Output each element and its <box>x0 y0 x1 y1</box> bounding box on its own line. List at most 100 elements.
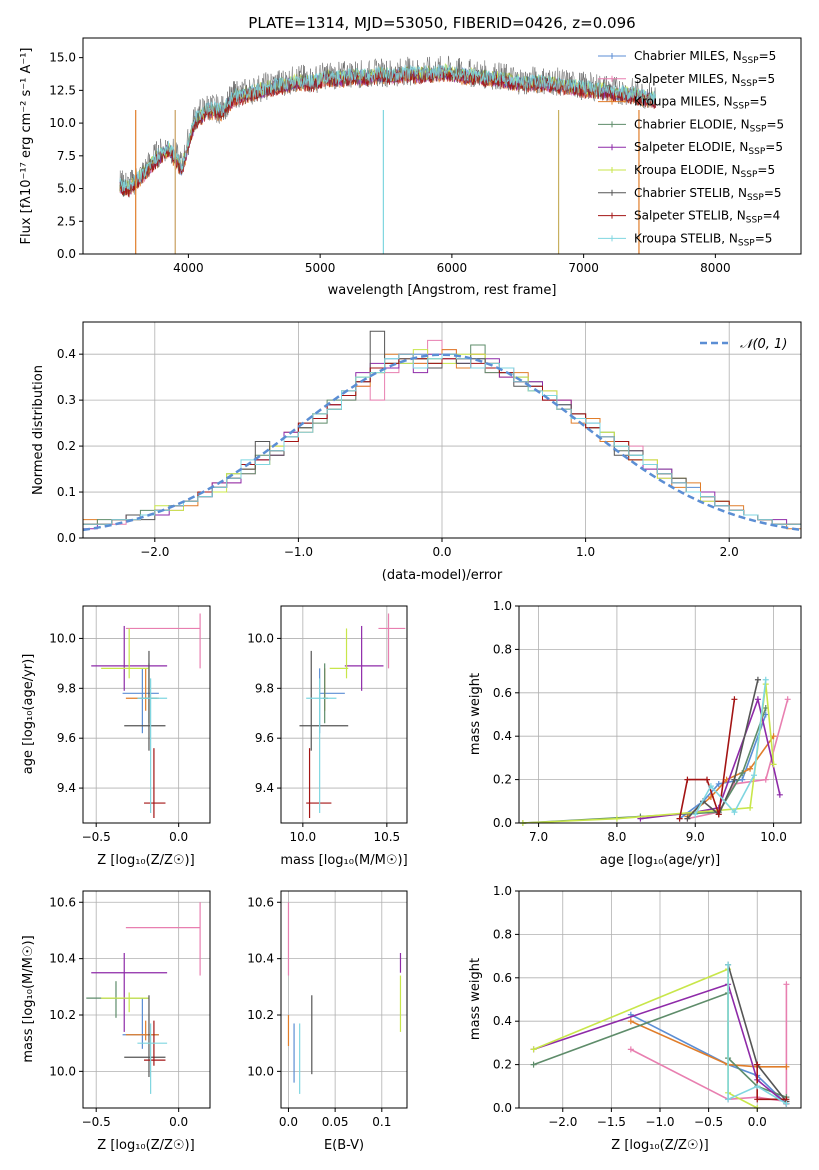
x-tick-label: 0.05 <box>322 1115 349 1129</box>
y-tick-label: 9.8 <box>57 681 76 695</box>
y-tick-label: 0.8 <box>493 642 512 656</box>
massweight-vs-Z-panel: −2.0 −1.5 −1.0 −0.5 0.0 0.0 0.2 0.4 0.6 0.8 1.0 Z … <box>468 884 802 1153</box>
y-tick-label: 7.5 <box>57 149 76 163</box>
massweight-vs-Z-ylabel: mass weight <box>468 958 483 1040</box>
legend-subscript: SSP <box>733 102 750 112</box>
x-tick-label: 8000 <box>700 261 731 275</box>
mass-weight-point <box>704 776 710 783</box>
legend-label: Salpeter ELODIE, NSSP=5 <box>634 140 783 157</box>
figure-title: PLATE=1314, MJD=53050, FIBERID=0426, z=0… <box>248 14 635 32</box>
y-tick-label: 0.6 <box>493 686 512 700</box>
y-tick-label: 10.6 <box>247 895 274 909</box>
x-tick-label: −0.5 <box>82 830 111 844</box>
y-tick-label: 5.0 <box>57 182 76 196</box>
y-tick-label: 0.8 <box>493 927 512 941</box>
y-tick-label: 0.2 <box>493 773 512 787</box>
x-tick-label: −1.0 <box>645 1115 674 1129</box>
mass-weight-point <box>783 1100 790 1107</box>
legend-label: Chabrier STELIB, NSSP=5 <box>634 186 782 203</box>
mass-weight-point <box>754 676 761 683</box>
mass-weight-point <box>725 1096 732 1103</box>
legend-count: =5 <box>755 231 773 245</box>
mass-weight-point <box>684 815 691 822</box>
x-tick-label: 1.0 <box>576 545 595 559</box>
massweight-vs-age-ylabel: mass weight <box>468 673 483 755</box>
legend-count: =5 <box>757 72 775 86</box>
mass-weight-point <box>747 765 754 772</box>
mass-vs-EBV-xlabel: E(B-V) <box>324 1138 364 1153</box>
mass-weight-line <box>533 983 787 1105</box>
x-tick-label: 10.0 <box>760 830 787 844</box>
y-tick-label: 9.8 <box>255 681 274 695</box>
y-tick-label: 9.6 <box>57 731 76 745</box>
massweight-vs-age-xlabel: age [log₁₀(age/yr)] <box>600 853 721 868</box>
y-tick-label: 0.0 <box>493 1101 512 1115</box>
x-tick-label: 0.0 <box>432 545 451 559</box>
age-vs-mass-panel: 10.0 10.5 9.4 9.6 9.8 10.0 mass [log₁₀(M/M☉)] <box>247 605 408 868</box>
mass-weight-point <box>754 1061 761 1068</box>
x-tick-label: −2.0 <box>548 1115 577 1129</box>
mass-weight-point <box>530 1046 537 1053</box>
legend-count: =5 <box>764 186 782 200</box>
legend-count: =5 <box>757 163 775 177</box>
legend-count: =5 <box>759 49 777 63</box>
y-tick-label: 10.4 <box>49 952 76 966</box>
residuals-legend: 𝒩(0, 1) <box>700 337 787 352</box>
mass-weight-line <box>727 964 787 1105</box>
gaussian-curve <box>82 353 802 532</box>
legend-subscript: SSP <box>746 216 763 226</box>
x-tick-label: −0.5 <box>694 1115 723 1129</box>
x-tick-label: −2.0 <box>140 545 169 559</box>
age-vs-Z-xlabel: Z [log₁₀(Z/Z☉)] <box>97 853 194 868</box>
y-tick-label: 9.4 <box>255 781 274 795</box>
residuals-xlabel: (data-model)/error <box>382 568 503 583</box>
mass-weight-point <box>776 791 783 798</box>
mass-weight-line <box>679 714 767 820</box>
y-tick-label: 0.4 <box>493 729 512 743</box>
mass-weight-point <box>692 811 699 818</box>
mass-weight-point <box>762 776 769 783</box>
x-tick-label: 10.0 <box>289 830 316 844</box>
mass-vs-Z-ylabel: mass [log₁₀(M/M☉)] <box>21 935 36 1062</box>
x-tick-label: 7.0 <box>529 830 548 844</box>
legend-subscript: SSP <box>741 170 758 180</box>
y-tick-label: 0.0 <box>57 247 76 261</box>
age-vs-Z-panel: −0.5 0.0 9.4 9.6 9.8 10.0 Z [log₁₀(Z/Z☉)] age… <box>21 605 211 868</box>
y-tick-label: 10.2 <box>247 1008 274 1022</box>
mass-weight-point <box>731 809 738 816</box>
y-tick-label: 10.0 <box>247 631 274 645</box>
x-tick-label: 4000 <box>173 261 204 275</box>
legend-subscript: SSP <box>742 56 759 66</box>
y-tick-label: 0.2 <box>493 1058 512 1072</box>
mass-weight-line <box>630 1013 787 1105</box>
y-tick-label: 1.0 <box>493 599 512 613</box>
residuals-panel: −2.0 −1.0 0.0 1.0 2.0 0.0 0.1 0.2 0.3 0.4 (data-m… <box>31 321 802 583</box>
mass-weight-point <box>754 696 761 703</box>
mass-weight-point <box>770 761 777 768</box>
y-tick-label: 0.3 <box>57 393 76 407</box>
mass-weight-point <box>627 1046 634 1053</box>
mass-weight-point <box>739 770 746 777</box>
x-tick-label: 7000 <box>568 261 599 275</box>
y-tick-label: 0.2 <box>57 439 76 453</box>
legend-count: =5 <box>766 117 784 131</box>
y-tick-label: 0.4 <box>493 1014 512 1028</box>
x-tick-label: −1.5 <box>597 1115 626 1129</box>
legend-subscript: SSP <box>750 124 767 134</box>
spectrum-line <box>119 55 656 198</box>
spectrum-line <box>119 64 656 192</box>
spectrum-ylabel: Flux [fλ10⁻¹⁷ erg cm⁻² s⁻¹ A⁻¹] <box>19 48 34 245</box>
mass-weight-point <box>613 815 620 822</box>
y-tick-label: 10.4 <box>247 952 274 966</box>
mass-weight-point <box>762 676 769 683</box>
legend-subscript: SSP <box>748 147 765 157</box>
y-tick-label: 0.4 <box>57 347 76 361</box>
mass-weight-line <box>640 696 781 820</box>
mass-weight-point <box>530 1061 537 1068</box>
y-tick-label: 10.6 <box>49 895 76 909</box>
mass-weight-point <box>731 776 738 783</box>
legend-subscript: SSP <box>741 79 758 89</box>
age-vs-mass-xlabel: mass [log₁₀(M/M☉)] <box>280 853 407 868</box>
mass-weight-point <box>715 811 722 818</box>
